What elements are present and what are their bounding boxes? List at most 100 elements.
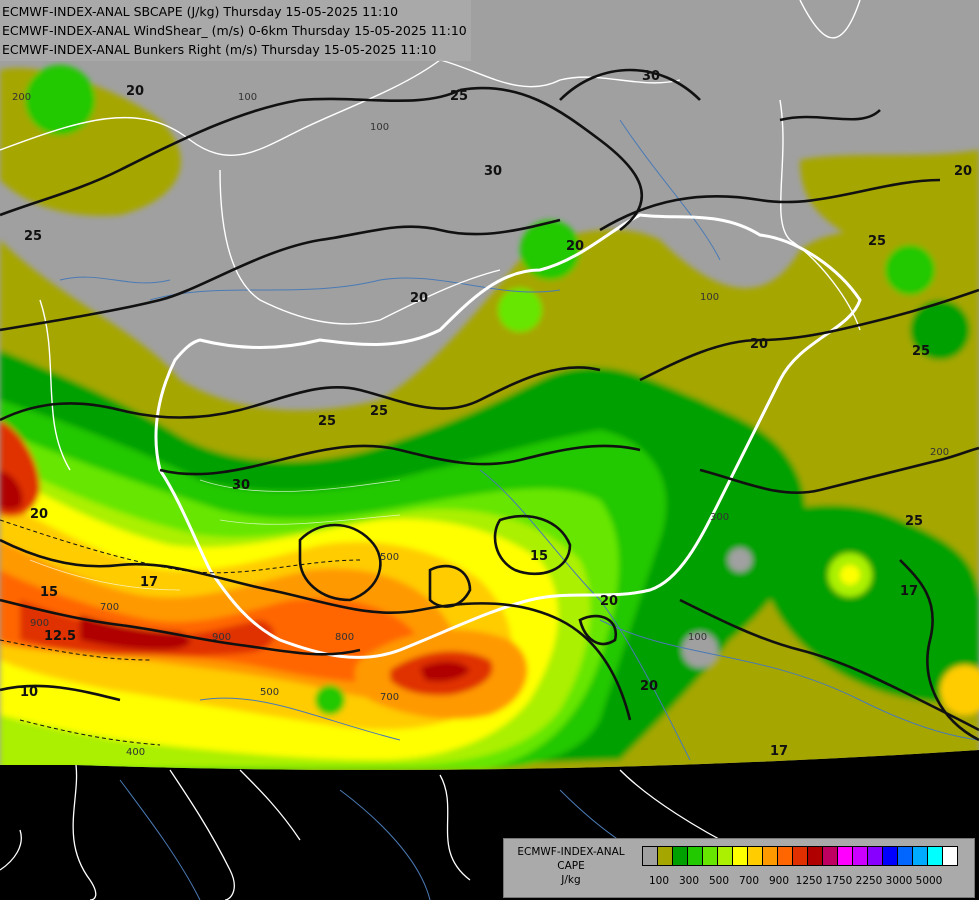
rivers bbox=[59, 119, 979, 761]
legend-swatch bbox=[852, 846, 868, 866]
legend-swatch bbox=[687, 846, 703, 866]
cape-label: 100 bbox=[238, 92, 257, 103]
shear-label: 15 bbox=[40, 585, 58, 600]
shear-label: 30 bbox=[642, 69, 660, 84]
legend-tick-label: 2250 bbox=[855, 875, 883, 887]
shear-label: 25 bbox=[24, 229, 42, 244]
legend-swatch bbox=[927, 846, 943, 866]
legend-swatch bbox=[717, 846, 733, 866]
header-line-windshear: ECMWF-INDEX-ANAL WindShear_ (m/s) 0-6km … bbox=[2, 23, 467, 38]
shear-label: 20 bbox=[410, 291, 428, 306]
cape-patch bbox=[728, 548, 752, 572]
cape-patch bbox=[498, 288, 542, 332]
cape-patch bbox=[885, 245, 935, 295]
cape-fill-1250-west bbox=[0, 470, 23, 510]
legend-tick-label: 1750 bbox=[825, 875, 853, 887]
cape-label: 900 bbox=[212, 632, 231, 643]
legend-swatch bbox=[897, 846, 913, 866]
cape-label: 500 bbox=[380, 552, 399, 563]
legend-tick-label: 5000 bbox=[915, 875, 943, 887]
cape-patch bbox=[910, 300, 970, 360]
legend-tick-label: 1250 bbox=[795, 875, 823, 887]
cape-patch bbox=[682, 632, 718, 668]
legend-swatch bbox=[672, 846, 688, 866]
shear-label: 10 bbox=[20, 685, 38, 700]
shear-label: 20 bbox=[566, 239, 584, 254]
legend-swatch bbox=[732, 846, 748, 866]
legend-tick-label: 500 bbox=[708, 875, 730, 887]
shear-label: 20 bbox=[30, 507, 48, 522]
shear-label: 15 bbox=[530, 549, 548, 564]
legend-tick-label: 3000 bbox=[885, 875, 913, 887]
legend-title: ECMWF-INDEX-ANAL CAPE J/kg bbox=[504, 845, 638, 887]
legend-title-param: CAPE bbox=[557, 860, 585, 872]
legend-swatch bbox=[822, 846, 838, 866]
cape-label: 700 bbox=[380, 692, 399, 703]
shear-label: 17 bbox=[770, 744, 788, 759]
legend-title-model: ECMWF-INDEX-ANAL bbox=[517, 846, 625, 858]
shear-label: 30 bbox=[232, 478, 250, 493]
map-header: ECMWF-INDEX-ANAL SBCAPE (J/kg) Thursday … bbox=[0, 0, 471, 61]
legend-tick-label: 100 bbox=[648, 875, 670, 887]
legend-swatch bbox=[912, 846, 928, 866]
legend-swatch bbox=[762, 846, 778, 866]
cape-contours bbox=[29, 479, 401, 591]
legend-swatch bbox=[642, 846, 658, 866]
legend-tick-label: 700 bbox=[738, 875, 760, 887]
cape-patch bbox=[940, 665, 979, 715]
cape-patch bbox=[840, 565, 860, 585]
legend-swatch bbox=[867, 846, 883, 866]
shear-label: 12.5 bbox=[44, 629, 76, 644]
legend-swatch bbox=[882, 846, 898, 866]
cape-label: 500 bbox=[260, 687, 279, 698]
legend-tick-label: 300 bbox=[678, 875, 700, 887]
shear-label: 25 bbox=[868, 234, 886, 249]
legend-swatch bbox=[807, 846, 823, 866]
cape-patch bbox=[25, 65, 95, 135]
legend-swatch bbox=[837, 846, 853, 866]
legend-swatch bbox=[942, 846, 958, 866]
legend-tick-label: 900 bbox=[768, 875, 790, 887]
cape-label: 200 bbox=[930, 447, 949, 458]
shear-label: 25 bbox=[905, 514, 923, 529]
shear-label: 20 bbox=[126, 84, 144, 99]
cape-label: 400 bbox=[126, 747, 145, 758]
cape-label: 800 bbox=[335, 632, 354, 643]
shear-label: 20 bbox=[954, 164, 972, 179]
cape-label: 100 bbox=[700, 292, 719, 303]
cape-label: 200 bbox=[12, 92, 31, 103]
cape-fill-1250-se bbox=[420, 661, 470, 682]
shear-label: 25 bbox=[370, 404, 388, 419]
legend-swatches bbox=[642, 846, 958, 866]
shear-label: 25 bbox=[912, 344, 930, 359]
legend-tick-labels: 100 300 500 700 900 1250 1750 2250 3000 5000 bbox=[642, 875, 972, 889]
contour-labels: 20 25 30 25 20 25 20 17 15 12.5 10 25 30… bbox=[12, 69, 972, 759]
shear-label: 17 bbox=[900, 584, 918, 599]
cape-legend: ECMWF-INDEX-ANAL CAPE J/kg 100 300 500 700 9… bbox=[503, 838, 975, 898]
legend-swatch bbox=[747, 846, 763, 866]
cape-label: 900 bbox=[30, 618, 49, 629]
shear-label: 25 bbox=[450, 89, 468, 104]
shear-label: 17 bbox=[140, 575, 158, 590]
header-line-sbcape: ECMWF-INDEX-ANAL SBCAPE (J/kg) Thursday … bbox=[2, 4, 399, 19]
shear-label: 20 bbox=[750, 337, 768, 352]
cape-label: 300 bbox=[710, 512, 729, 523]
legend-swatch bbox=[702, 846, 718, 866]
legend-title-unit: J/kg bbox=[561, 874, 581, 886]
bunkers-contours bbox=[0, 519, 361, 746]
cape-fill-100-east bbox=[800, 150, 979, 264]
legend-swatch bbox=[777, 846, 793, 866]
cape-label: 700 bbox=[100, 602, 119, 613]
cape-label: 100 bbox=[370, 122, 389, 133]
shear-contours bbox=[0, 68, 979, 742]
legend-swatch bbox=[657, 846, 673, 866]
shear-label: 30 bbox=[484, 164, 502, 179]
shear-label: 25 bbox=[318, 414, 336, 429]
cape-label: 100 bbox=[688, 632, 707, 643]
shear-label: 20 bbox=[600, 594, 618, 609]
cape-patch bbox=[315, 685, 345, 715]
legend-swatch bbox=[792, 846, 808, 866]
cape-patch bbox=[520, 220, 580, 280]
